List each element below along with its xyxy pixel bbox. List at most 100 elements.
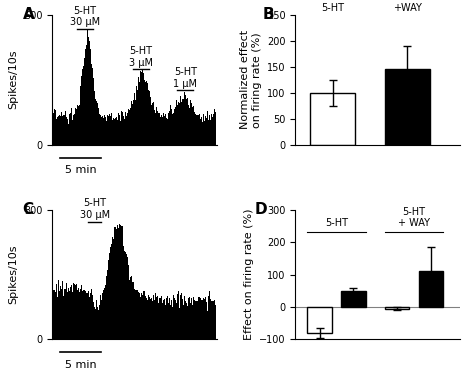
Bar [149, 297, 150, 339]
Bar [183, 99, 184, 145]
Bar [120, 121, 121, 145]
Bar [77, 105, 78, 145]
Bar [208, 120, 209, 145]
Bar [75, 107, 76, 145]
Bar [122, 112, 123, 145]
Bar [122, 246, 124, 339]
Text: 5-HT
3 μM: 5-HT 3 μM [129, 46, 153, 68]
Bar [66, 283, 67, 339]
Bar [146, 81, 147, 145]
Bar [341, 291, 365, 307]
Bar [128, 280, 130, 339]
Bar [140, 297, 141, 339]
Bar [193, 297, 194, 339]
Bar [80, 94, 81, 145]
Bar [69, 114, 70, 145]
Bar [208, 296, 209, 339]
Bar [197, 301, 198, 339]
Bar [178, 292, 179, 339]
Bar [145, 73, 146, 145]
Bar [136, 96, 137, 145]
Bar [141, 72, 142, 145]
Bar [193, 106, 194, 145]
Bar [168, 303, 169, 339]
Bar [79, 104, 80, 145]
Bar [125, 112, 126, 145]
Bar [156, 107, 157, 145]
Bar [53, 290, 54, 339]
Bar [74, 284, 75, 339]
Y-axis label: Normalized effect
on firing rate (%): Normalized effect on firing rate (%) [240, 30, 262, 129]
Bar [203, 114, 204, 145]
Bar [112, 237, 113, 339]
Bar [133, 282, 134, 339]
Bar [204, 299, 205, 339]
Bar [164, 116, 165, 145]
Bar [153, 295, 155, 339]
Bar [71, 118, 72, 145]
Bar [107, 115, 108, 145]
Bar [52, 280, 53, 339]
Text: D: D [255, 202, 267, 217]
Bar [110, 115, 111, 145]
Bar [188, 298, 189, 339]
Bar [131, 101, 132, 145]
Bar [72, 292, 73, 339]
Bar [158, 303, 159, 339]
Bar [118, 113, 119, 145]
Bar [73, 114, 74, 145]
Bar [68, 124, 69, 145]
Bar [131, 276, 132, 339]
Bar [162, 303, 163, 339]
Bar [89, 297, 90, 339]
Bar [55, 110, 56, 145]
Bar [159, 113, 160, 145]
Bar [127, 110, 128, 145]
Bar [215, 112, 216, 145]
Bar [189, 297, 191, 339]
Bar [174, 298, 175, 339]
Bar [95, 309, 96, 339]
Bar [117, 116, 118, 145]
Bar [181, 102, 182, 145]
Bar [67, 292, 68, 339]
Bar [192, 305, 193, 339]
Bar [165, 298, 167, 339]
Bar [151, 298, 152, 339]
Bar [67, 119, 68, 145]
Bar [169, 298, 170, 339]
Bar [101, 117, 102, 145]
Bar [126, 116, 127, 145]
Bar [185, 95, 186, 145]
Bar [152, 301, 153, 339]
Bar [63, 296, 64, 339]
Bar [201, 300, 203, 339]
Bar [198, 115, 199, 145]
Bar [149, 93, 150, 145]
Bar [81, 289, 82, 339]
Bar [76, 108, 77, 145]
Bar [60, 286, 61, 339]
Bar [88, 291, 89, 339]
Bar [119, 224, 120, 339]
Bar [103, 121, 104, 145]
Bar [205, 116, 206, 145]
Bar [154, 110, 155, 145]
Bar [162, 117, 163, 145]
Bar [59, 291, 60, 339]
Bar [205, 297, 206, 339]
Bar [310, 93, 355, 145]
Bar [144, 291, 145, 339]
Bar [177, 294, 178, 339]
Bar [137, 290, 138, 339]
Text: 5-HT
30 μM: 5-HT 30 μM [70, 6, 100, 27]
Bar [155, 293, 156, 339]
Bar [179, 103, 180, 145]
Bar [100, 294, 101, 339]
Bar [135, 290, 136, 339]
Bar [151, 105, 152, 145]
Bar [105, 117, 106, 145]
Bar [198, 297, 199, 339]
Bar [178, 102, 179, 145]
Bar [385, 69, 430, 145]
